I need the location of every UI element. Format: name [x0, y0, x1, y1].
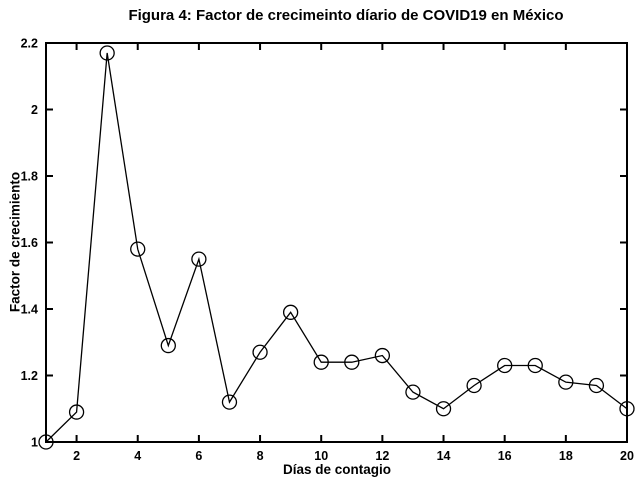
y-tick-label: 1.4 — [21, 303, 38, 317]
data-point-marker — [38, 434, 54, 450]
data-point-marker — [130, 241, 146, 257]
x-tick-label: 4 — [134, 449, 141, 463]
y-tick-label: 2.2 — [21, 37, 38, 51]
data-point-marker — [435, 401, 452, 417]
data-point-marker — [619, 401, 635, 417]
x-tick-label: 18 — [559, 449, 573, 463]
data-line — [45, 52, 628, 443]
data-point-marker — [588, 377, 605, 394]
x-tick-label: 14 — [437, 449, 451, 463]
data-point-marker — [160, 337, 176, 354]
x-tick-label: 16 — [498, 449, 512, 463]
x-tick-label: 12 — [375, 449, 389, 463]
y-tick-label: 1.6 — [21, 236, 38, 250]
data-point-marker — [405, 384, 421, 400]
chart-title: Figura 4: Factor de crecimeinto díario d… — [128, 7, 564, 24]
data-point-marker — [527, 357, 543, 374]
data-point-marker — [313, 354, 329, 370]
x-tick-label: 8 — [257, 449, 264, 463]
data-point-marker — [374, 347, 391, 364]
data-point-marker — [497, 357, 513, 374]
x-tick-label: 6 — [195, 449, 202, 463]
axis-box — [45, 42, 628, 443]
x-tick-label: 20 — [620, 449, 634, 463]
data-point-marker — [99, 45, 115, 61]
data-point-marker — [68, 404, 85, 420]
data-point-marker — [558, 374, 574, 390]
data-point-marker — [221, 394, 238, 410]
data-point-marker — [466, 377, 482, 394]
data-point-marker — [282, 304, 299, 320]
data-point-marker — [344, 354, 360, 370]
x-tick-label: 2 — [73, 449, 80, 463]
x-tick-label: 10 — [314, 449, 328, 463]
data-point-marker — [252, 344, 268, 360]
y-tick-label: 1.8 — [21, 170, 38, 184]
x-axis-label: Días de contagio — [282, 462, 392, 477]
data-point-marker — [191, 251, 207, 267]
y-tick-label: 2 — [31, 103, 38, 117]
y-tick-label: 1.2 — [21, 369, 38, 383]
y-tick-label: 1 — [31, 436, 38, 450]
